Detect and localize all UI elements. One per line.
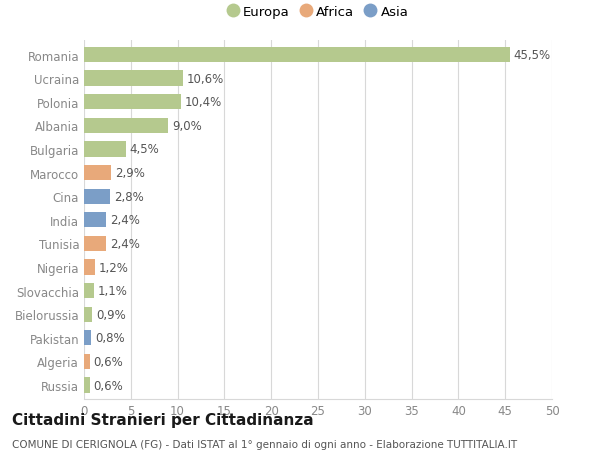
Bar bbox=[84, 213, 106, 228]
Bar bbox=[84, 95, 181, 110]
Text: 45,5%: 45,5% bbox=[514, 49, 551, 62]
Legend: Europa, Africa, Asia: Europa, Africa, Asia bbox=[223, 1, 413, 22]
Bar bbox=[84, 283, 94, 299]
Bar bbox=[84, 189, 110, 204]
Text: 0,8%: 0,8% bbox=[95, 331, 125, 345]
Bar bbox=[84, 378, 89, 393]
Bar bbox=[84, 236, 106, 252]
Text: 2,8%: 2,8% bbox=[114, 190, 144, 203]
Bar bbox=[84, 260, 95, 275]
Text: 0,6%: 0,6% bbox=[94, 379, 123, 392]
Text: COMUNE DI CERIGNOLA (FG) - Dati ISTAT al 1° gennaio di ogni anno - Elaborazione : COMUNE DI CERIGNOLA (FG) - Dati ISTAT al… bbox=[12, 440, 517, 449]
Text: 10,6%: 10,6% bbox=[187, 73, 224, 85]
Text: 1,2%: 1,2% bbox=[99, 261, 129, 274]
Bar bbox=[84, 71, 183, 87]
Bar bbox=[84, 48, 510, 63]
Bar bbox=[84, 118, 168, 134]
Text: 0,6%: 0,6% bbox=[94, 355, 123, 368]
Bar bbox=[84, 307, 92, 322]
Text: 10,4%: 10,4% bbox=[185, 96, 223, 109]
Bar bbox=[84, 354, 89, 369]
Text: 0,9%: 0,9% bbox=[96, 308, 126, 321]
Text: 2,4%: 2,4% bbox=[110, 237, 140, 250]
Bar bbox=[84, 142, 126, 157]
Text: 2,9%: 2,9% bbox=[115, 167, 145, 179]
Text: Cittadini Stranieri per Cittadinanza: Cittadini Stranieri per Cittadinanza bbox=[12, 413, 314, 428]
Text: 4,5%: 4,5% bbox=[130, 143, 160, 156]
Text: 1,1%: 1,1% bbox=[98, 285, 128, 297]
Bar bbox=[84, 330, 91, 346]
Text: 9,0%: 9,0% bbox=[172, 120, 202, 133]
Text: 2,4%: 2,4% bbox=[110, 214, 140, 227]
Bar bbox=[84, 166, 111, 181]
